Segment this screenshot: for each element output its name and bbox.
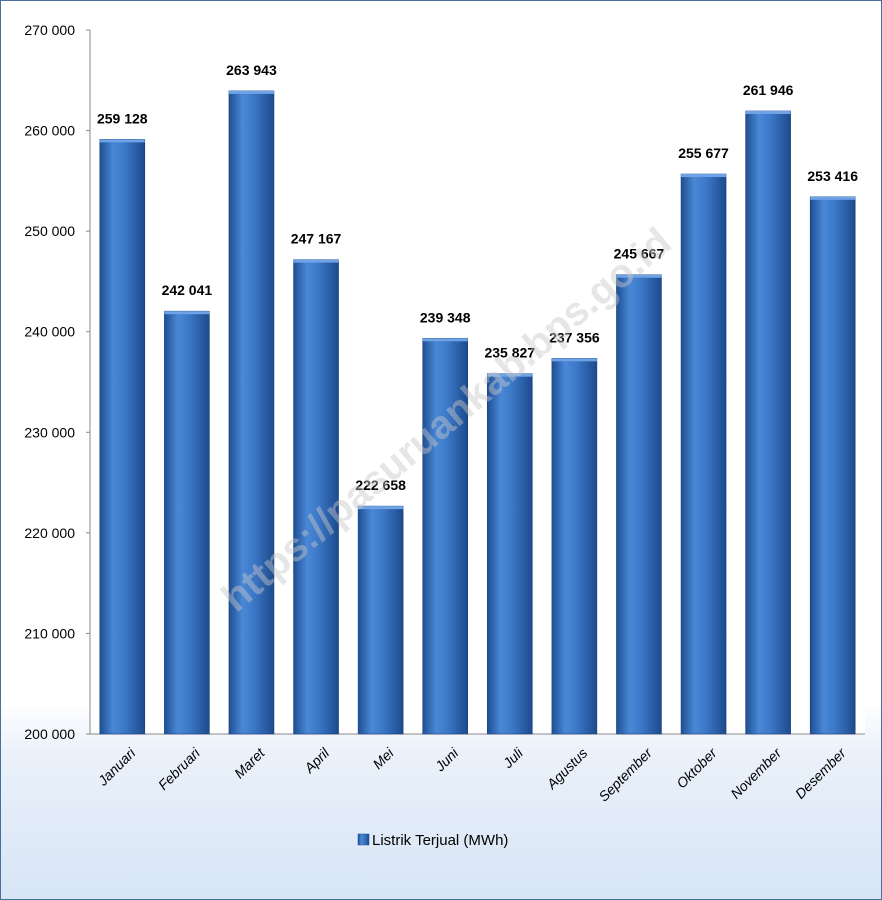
bar-top-highlight [616, 274, 662, 278]
value-label: 237 356 [549, 329, 600, 345]
bar-februari [164, 310, 210, 735]
bar-top-highlight [810, 196, 856, 200]
category-label: November [727, 744, 785, 802]
bar-top-highlight [487, 373, 533, 377]
y-tick-label: 250 000 [24, 223, 75, 239]
category-label: Mei [369, 744, 397, 772]
bar-september [616, 274, 662, 735]
category-label: April [300, 744, 332, 776]
value-label: 235 827 [484, 345, 535, 361]
bars [99, 90, 856, 735]
y-tick-label: 260 000 [24, 123, 75, 139]
plot-area [90, 30, 865, 734]
y-tick-label: 220 000 [24, 525, 75, 541]
bar-top-highlight [681, 174, 727, 178]
value-label: 222 658 [355, 477, 406, 493]
legend-swatch [357, 833, 370, 846]
category-label: Oktober [673, 744, 720, 791]
bar-top-highlight [293, 259, 339, 263]
bar-top-highlight [99, 139, 145, 143]
category-label: Januari [94, 744, 139, 789]
bar-juli [486, 373, 533, 735]
bar-desember [809, 196, 856, 735]
bar-top-highlight [422, 338, 468, 342]
bar-agustus [551, 358, 598, 735]
bar-juni [422, 337, 469, 735]
bar-top-highlight [551, 358, 597, 362]
category-label: Agustus [543, 745, 591, 793]
category-label: Juni [431, 744, 462, 775]
value-label: 239 348 [420, 309, 471, 325]
bar-mei [357, 505, 404, 735]
value-label: 247 167 [291, 231, 342, 247]
category-label: September [595, 744, 656, 805]
legend-label: Listrik Terjual (MWh) [372, 832, 508, 849]
bar-top-highlight [745, 111, 791, 115]
value-label: 259 128 [97, 110, 148, 126]
y-tick-label: 270 000 [24, 22, 75, 38]
bar-top-highlight [358, 506, 404, 510]
value-label: 255 677 [678, 145, 729, 161]
category-label: Maret [231, 744, 268, 781]
bar-november [745, 110, 791, 735]
bar-januari [99, 139, 146, 735]
legend: Listrik Terjual (MWh) [357, 832, 508, 849]
y-tick-label: 240 000 [24, 324, 75, 340]
bar-april [293, 259, 339, 735]
category-label: Desember [792, 744, 850, 802]
bar-top-highlight [228, 90, 274, 94]
bar-top-highlight [164, 311, 210, 315]
value-label: 242 041 [162, 282, 213, 298]
bar-oktober [680, 173, 727, 735]
category-label: Februari [155, 744, 204, 793]
category-labels: Januari Februari Maret April Mei Juni Juli Agus… [94, 744, 850, 805]
y-tick-label: 230 000 [24, 424, 75, 440]
y-tick-label: 210 000 [24, 625, 75, 641]
value-label: 245 667 [614, 246, 665, 262]
value-label: 261 946 [743, 82, 794, 98]
y-tick-label: 200 000 [24, 726, 75, 742]
value-labels: 259 128 242 041 263 943 247 167 222 658 239 3… [97, 62, 858, 493]
bar-maret [228, 90, 275, 735]
y-axis-ticks: 200 000 210 000 220 000 230 000 240 000 250 0… [24, 22, 90, 742]
value-label: 253 416 [807, 168, 858, 184]
value-label: 263 943 [226, 62, 277, 78]
category-label: Juli [499, 744, 527, 772]
